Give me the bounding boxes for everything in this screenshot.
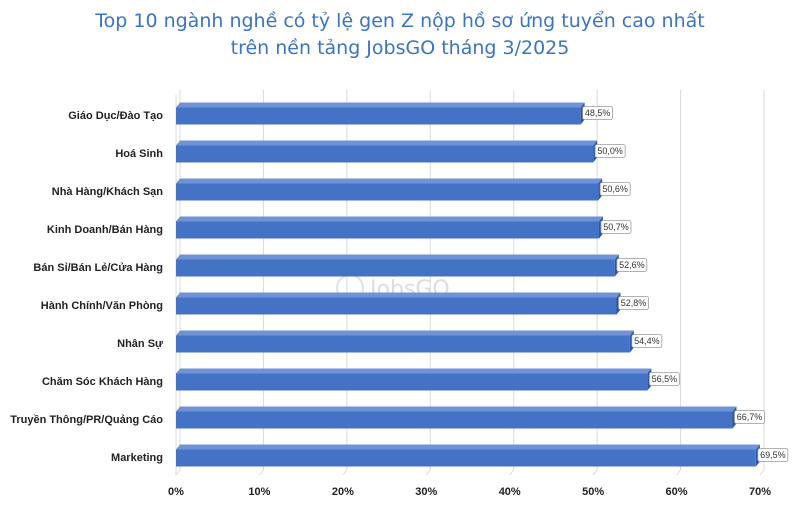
chart-title-line-2: trên nền tảng JobsGO tháng 3/2025 <box>230 37 570 59</box>
bar-front-face <box>176 335 630 353</box>
category-label: Nhà Hàng/Khách Sạn <box>52 186 164 198</box>
bar-front-face <box>176 107 581 125</box>
data-label-text: 66,7% <box>737 412 763 422</box>
category-label: Marketing <box>111 452 163 464</box>
bar <box>176 254 619 277</box>
bar-front-face <box>176 449 756 467</box>
data-label-text: 56,5% <box>652 374 678 384</box>
bar-top-face <box>176 216 603 222</box>
bar-front-face <box>176 221 599 239</box>
bar-top-face <box>176 368 652 374</box>
category-label: Bán Sỉ/Bán Lẻ/Cửa Hàng <box>33 262 163 274</box>
data-label-text: 52,8% <box>621 298 647 308</box>
category-label: Nhân Sự <box>117 338 163 350</box>
x-tick-label: 0% <box>168 486 184 498</box>
bar <box>176 178 603 201</box>
gridline-foot <box>342 469 348 476</box>
data-label-box <box>631 334 663 348</box>
data-label-box <box>734 410 765 424</box>
data-label: 50,7% <box>600 220 632 234</box>
data-label-box <box>618 296 649 310</box>
x-tick-label: 30% <box>415 486 437 498</box>
bar-top-face <box>176 330 634 336</box>
data-label-box <box>757 448 789 462</box>
x-axis-ticks: 0% 10% 20% 30% 40% 50% 60% 70% <box>168 486 771 498</box>
data-label: 54,4% <box>631 334 663 348</box>
data-label-box <box>594 144 626 158</box>
gridline-foot <box>259 469 264 476</box>
bar <box>176 140 598 163</box>
bar-top-face <box>176 140 598 146</box>
bar-front-face <box>176 297 617 315</box>
chart-title-line-1: Top 10 ngành nghề có tỷ lệ gen Z nộp hồ … <box>95 10 705 32</box>
bar <box>176 102 585 125</box>
bar <box>176 330 634 353</box>
x-tick-label: 70% <box>749 486 771 498</box>
data-label: 50,6% <box>599 182 631 196</box>
bar <box>176 216 603 239</box>
data-label: 69,5% <box>757 448 789 462</box>
gridline-foot <box>676 469 681 476</box>
data-label: 66,7% <box>734 410 765 424</box>
bar-front-face <box>176 145 594 163</box>
x-tick-label: 60% <box>666 486 688 498</box>
bar <box>176 368 652 391</box>
category-label: Truyền Thông/PR/Quảng Cáo <box>10 414 163 426</box>
data-labels: 48,5% 50,0% 50,6% 50,7% 52,6% 52,8% 54,4% 56,5%… <box>582 106 789 462</box>
chart-title: Top 10 ngành nghề có tỷ lệ gen Z nộp hồ … <box>0 8 800 62</box>
data-label-text: 50,0% <box>597 146 623 156</box>
data-label-text: 50,6% <box>602 184 628 194</box>
gridline-foot <box>425 469 431 476</box>
data-label-text: 50,7% <box>603 222 629 232</box>
x-tick-label: 20% <box>332 486 354 498</box>
category-label: Giáo Dục/Đào Tạo <box>68 110 163 122</box>
category-label: Hoá Sinh <box>115 148 163 160</box>
gridline-foot <box>592 469 598 476</box>
data-label-box <box>616 258 648 272</box>
data-label: 52,6% <box>616 258 648 272</box>
bar-top-face <box>176 406 737 412</box>
data-label: 52,8% <box>618 296 649 310</box>
bar-top-face <box>176 292 621 298</box>
bar-front-face <box>176 373 648 391</box>
data-label-text: 48,5% <box>585 108 611 118</box>
data-label: 48,5% <box>582 106 614 120</box>
gridline-foot <box>509 469 515 476</box>
category-labels: Giáo Dục/Đào Tạo Hoá Sinh Nhà Hàng/Khách S… <box>10 110 163 464</box>
bar-top-face <box>176 254 619 260</box>
gridline-foot <box>759 469 765 476</box>
x-tick-label: 50% <box>582 486 604 498</box>
category-label: Hành Chính/Văn Phòng <box>41 300 163 312</box>
bar <box>176 292 621 315</box>
gridline-foot <box>175 469 181 476</box>
data-label-box <box>600 220 632 234</box>
category-label: Kinh Doanh/Bán Hàng <box>47 224 163 236</box>
data-label: 50,0% <box>594 144 626 158</box>
bar-top-face <box>176 178 603 184</box>
bar-front-face <box>176 411 733 429</box>
data-label-box <box>648 372 680 386</box>
bar-front-face <box>176 183 599 201</box>
x-tick-label: 40% <box>499 486 521 498</box>
data-label-box <box>599 182 631 196</box>
data-label-text: 69,5% <box>760 450 786 460</box>
bar-top-face <box>176 444 760 450</box>
bar-top-face <box>176 102 585 108</box>
bar <box>176 444 760 467</box>
category-label: Chăm Sóc Khách Hàng <box>42 376 163 388</box>
data-label: 56,5% <box>648 372 680 386</box>
bar-front-face <box>176 259 615 277</box>
data-label-text: 52,6% <box>619 260 645 270</box>
bar-series <box>176 102 760 467</box>
x-tick-label: 10% <box>248 486 270 498</box>
data-label-box <box>582 106 614 120</box>
data-label-text: 54,4% <box>634 336 660 346</box>
bar <box>176 406 737 429</box>
